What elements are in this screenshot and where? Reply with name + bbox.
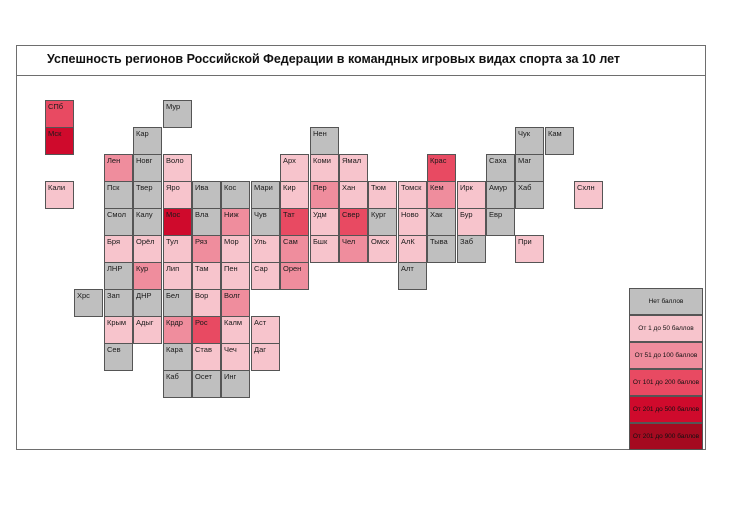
region-tile: Бел xyxy=(163,289,192,317)
region-tile: Кали xyxy=(45,181,74,209)
region-tile: Лип xyxy=(163,262,192,290)
region-tile: Ирк xyxy=(457,181,486,209)
region-tile: Ряз xyxy=(192,235,221,263)
legend-item: От 1 до 50 баллов xyxy=(629,315,703,342)
region-tile: Бшк xyxy=(310,235,339,263)
region-tile: Уль xyxy=(251,235,280,263)
region-tile: Удм xyxy=(310,208,339,236)
region-tile: Хрс xyxy=(74,289,103,317)
region-tile: Крым xyxy=(104,316,133,344)
region-tile: Кар xyxy=(133,127,162,155)
region-tile: Калу xyxy=(133,208,162,236)
region-tile: Мур xyxy=(163,100,192,128)
region-tile: Кос xyxy=(221,181,250,209)
region-tile: Арх xyxy=(280,154,309,182)
legend-item: От 51 до 100 баллов xyxy=(629,342,703,369)
region-tile: Инг xyxy=(221,370,250,398)
region-tile: Кам xyxy=(545,127,574,155)
region-tile: Тат xyxy=(280,208,309,236)
region-tile: Орен xyxy=(280,262,309,290)
legend-item: От 101 до 200 баллов xyxy=(629,369,703,396)
region-tile: Кем xyxy=(427,181,456,209)
legend-item: От 201 до 500 баллов xyxy=(629,396,703,423)
region-tile: Ива xyxy=(192,181,221,209)
region-tile: СПб xyxy=(45,100,74,128)
region-tile: Маг xyxy=(515,154,544,182)
region-tile: Бря xyxy=(104,235,133,263)
legend-item: От 201 до 900 баллов xyxy=(629,423,703,450)
region-tile: Тюм xyxy=(368,181,397,209)
region-tile: Воло xyxy=(163,154,192,182)
region-tile: Кур xyxy=(133,262,162,290)
region-tile: Пер xyxy=(310,181,339,209)
region-tile: Схлн xyxy=(574,181,603,209)
region-tile: Смол xyxy=(104,208,133,236)
region-tile: Пск xyxy=(104,181,133,209)
region-tile: Калм xyxy=(221,316,250,344)
region-tile: Осет xyxy=(192,370,221,398)
region-tile: Кара xyxy=(163,343,192,371)
region-tile: Омск xyxy=(368,235,397,263)
region-tile: Зап xyxy=(104,289,133,317)
region-tile: При xyxy=(515,235,544,263)
region-tile: Хак xyxy=(427,208,456,236)
region-tile: Ниж xyxy=(221,208,250,236)
region-tile: Заб xyxy=(457,235,486,263)
region-tile: Мари xyxy=(251,181,280,209)
region-tile: Адыг xyxy=(133,316,162,344)
region-tile: Хан xyxy=(339,181,368,209)
region-tile: Сар xyxy=(251,262,280,290)
region-tile: Свер xyxy=(339,208,368,236)
region-tile: Кир xyxy=(280,181,309,209)
region-tile: Твер xyxy=(133,181,162,209)
region-tile: Даг xyxy=(251,343,280,371)
region-tile: Волг xyxy=(221,289,250,317)
region-tile: Новг xyxy=(133,154,162,182)
region-tile: Сев xyxy=(104,343,133,371)
region-tile: Вор xyxy=(192,289,221,317)
region-tile: Став xyxy=(192,343,221,371)
region-tile: Ямал xyxy=(339,154,368,182)
region-tile: Крас xyxy=(427,154,456,182)
region-tile: АлК xyxy=(398,235,427,263)
region-tile: Саха xyxy=(486,154,515,182)
region-tile: Пен xyxy=(221,262,250,290)
region-tile: Сам xyxy=(280,235,309,263)
region-tile: Чук xyxy=(515,127,544,155)
region-tile: Ново xyxy=(398,208,427,236)
region-tile: Тул xyxy=(163,235,192,263)
region-tile: Яро xyxy=(163,181,192,209)
region-tile: Чеч xyxy=(221,343,250,371)
region-tile: ЛНР xyxy=(104,262,133,290)
region-tile: Лен xyxy=(104,154,133,182)
region-tile: Вла xyxy=(192,208,221,236)
region-tile: Томск xyxy=(398,181,427,209)
region-tile: Кург xyxy=(368,208,397,236)
region-tile: Каб xyxy=(163,370,192,398)
region-tile: Чел xyxy=(339,235,368,263)
region-tile: Орёл xyxy=(133,235,162,263)
region-tile: Тыва xyxy=(427,235,456,263)
legend-item: Нет баллов xyxy=(629,288,703,315)
region-tile: ДНР xyxy=(133,289,162,317)
region-tile: Нен xyxy=(310,127,339,155)
region-tile: Хаб xyxy=(515,181,544,209)
region-tile: Мор xyxy=(221,235,250,263)
region-tile: Бур xyxy=(457,208,486,236)
region-tile: Там xyxy=(192,262,221,290)
region-tile: Евр xyxy=(486,208,515,236)
region-tile: Коми xyxy=(310,154,339,182)
region-tile: Мск xyxy=(45,127,74,155)
region-tile: Чув xyxy=(251,208,280,236)
region-tile: Амур xyxy=(486,181,515,209)
region-tile: Мос xyxy=(163,208,192,236)
map-title: Успешность регионов Российской Федерации… xyxy=(47,52,620,66)
region-tile: Рос xyxy=(192,316,221,344)
region-tile: Алт xyxy=(398,262,427,290)
region-tile: Крдр xyxy=(163,316,192,344)
region-tile: Аст xyxy=(251,316,280,344)
title-bar xyxy=(16,45,706,76)
